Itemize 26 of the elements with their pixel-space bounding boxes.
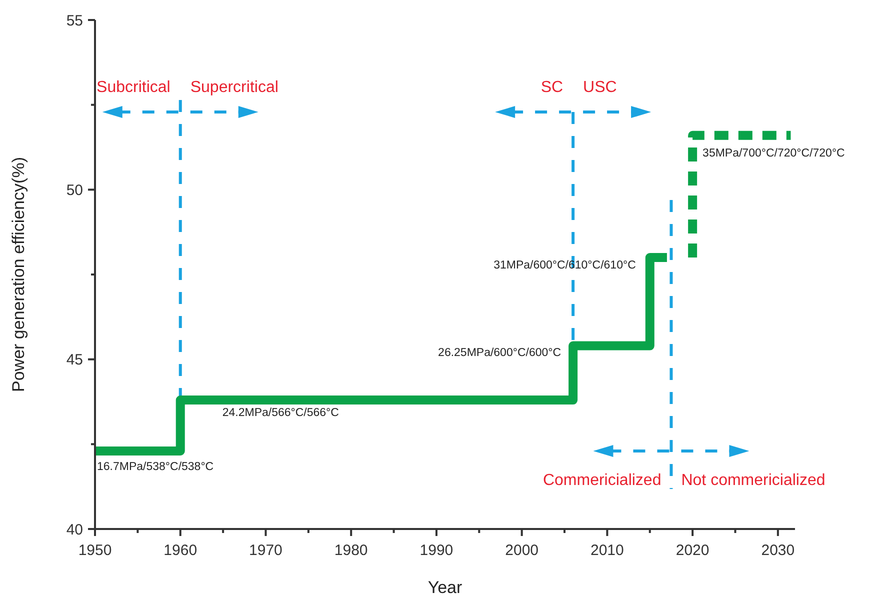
y-tick-label: 40 xyxy=(66,521,83,538)
x-tick-label: 2020 xyxy=(676,542,710,559)
x-tick-label: 2030 xyxy=(761,542,795,559)
x-axis-title: Year xyxy=(428,578,463,597)
annotation: Subcritical xyxy=(96,79,170,96)
annotation: 26.25MPa/600°C/600°C xyxy=(438,346,562,359)
annotation: SC xyxy=(540,79,564,96)
x-tick-label: 1960 xyxy=(164,542,198,559)
annotation: USC xyxy=(583,79,617,96)
x-tick-label: 1990 xyxy=(420,542,454,559)
annotation: 35MPa/700°C/720°C/720°C xyxy=(702,147,845,160)
y-tick-label: 50 xyxy=(66,182,83,199)
annotation: Commericialized xyxy=(542,472,662,490)
y-tick-label: 55 xyxy=(66,12,83,30)
x-tick-label: 1970 xyxy=(249,542,282,559)
x-tick-label: 2010 xyxy=(590,542,624,559)
x-tick-label: 1980 xyxy=(334,542,368,559)
annotation: 24.2MPa/566°C/566°C xyxy=(222,407,339,420)
annotation: Supercritical xyxy=(190,79,278,96)
x-tick-label: 1950 xyxy=(78,542,112,559)
annotation: 16.7MPa/538°C/538°C xyxy=(97,460,214,473)
y-axis-title: Power generation efficiency(%) xyxy=(9,157,28,392)
y-tick-label: 45 xyxy=(66,352,83,369)
annotation: Not commericialized xyxy=(681,472,826,490)
annotation: 31MPa/600°C/610°C/610°C xyxy=(494,260,636,272)
x-tick-label: 2000 xyxy=(505,542,539,559)
